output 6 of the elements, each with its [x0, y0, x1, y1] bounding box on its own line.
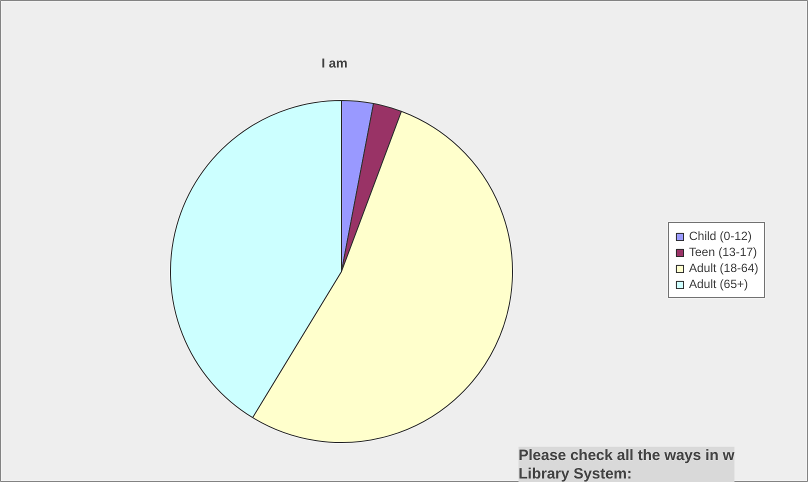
legend-label: Teen (13-17) [689, 245, 758, 259]
legend-label: Adult (18-64) [689, 261, 758, 275]
legend-label: Adult (65+) [689, 277, 748, 291]
legend-label: Child (0-12) [689, 229, 752, 243]
text: Please check all the ways in w Library System: [518, 446, 735, 482]
chart-title: I am [321, 56, 348, 70]
